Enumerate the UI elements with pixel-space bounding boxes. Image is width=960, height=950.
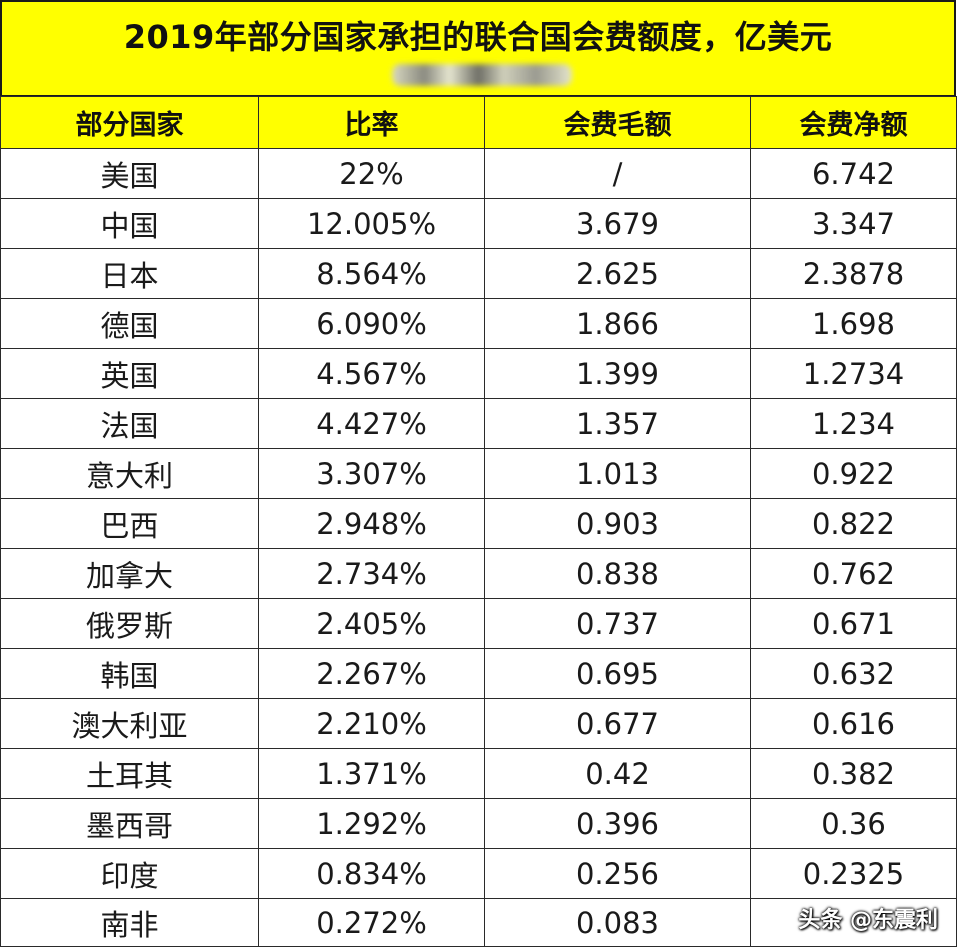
cell-country: 澳大利亚 (0, 698, 259, 749)
header-rate: 比率 (258, 96, 485, 149)
cell-country: 土耳其 (0, 748, 259, 799)
cell-country: 德国 (0, 298, 259, 349)
cell-gross: 0.838 (484, 548, 751, 599)
cell-country: 意大利 (0, 448, 259, 499)
cell-country: 中国 (0, 198, 259, 249)
cell-country: 墨西哥 (0, 798, 259, 849)
cell-net: 0.616 (750, 698, 957, 749)
cell-gross: 1.013 (484, 448, 751, 499)
cell-net: 0.382 (750, 748, 957, 799)
table-row: 法国 4.427% 1.357 1.234 (0, 398, 957, 449)
cell-net: 0.2325 (750, 848, 957, 899)
cell-gross: / (484, 148, 751, 199)
cell-gross: 0.903 (484, 498, 751, 549)
blurred-source-logo (392, 64, 572, 86)
table-row: 巴西 2.948% 0.903 0.822 (0, 498, 957, 549)
cell-rate: 1.371% (258, 748, 485, 799)
table-row: 土耳其 1.371% 0.42 0.382 (0, 748, 957, 799)
cell-country: 韩国 (0, 648, 259, 699)
cell-net: 0.632 (750, 648, 957, 699)
cell-net: 0.36 (750, 798, 957, 849)
cell-net: 1.698 (750, 298, 957, 349)
cell-country: 美国 (0, 148, 259, 199)
cell-gross: 3.679 (484, 198, 751, 249)
cell-gross: 0.083 (484, 898, 751, 947)
cell-rate: 4.427% (258, 398, 485, 449)
cell-gross: 0.42 (484, 748, 751, 799)
cell-rate: 22% (258, 148, 485, 199)
cell-gross: 0.396 (484, 798, 751, 849)
cell-net: 3.347 (750, 198, 957, 249)
cell-net: 6.742 (750, 148, 957, 199)
table-row: 南非 0.272% 0.083 (0, 898, 957, 947)
table-row: 韩国 2.267% 0.695 0.632 (0, 648, 957, 699)
cell-net: 1.2734 (750, 348, 957, 399)
cell-rate: 12.005% (258, 198, 485, 249)
cell-gross: 1.357 (484, 398, 751, 449)
cell-rate: 2.734% (258, 548, 485, 599)
cell-net (750, 898, 957, 947)
table-row: 美国 22%/6.742 (0, 148, 957, 199)
header-gross: 会费毛额 (484, 96, 751, 149)
table-row: 德国 6.090% 1.866 1.698 (0, 298, 957, 349)
table-row: 俄罗斯 2.405% 0.737 0.671 (0, 598, 957, 649)
cell-rate: 2.267% (258, 648, 485, 699)
cell-gross: 0.695 (484, 648, 751, 699)
table-row: 英国 4.567% 1.399 1.2734 (0, 348, 957, 399)
cell-rate: 2.210% (258, 698, 485, 749)
cell-country: 日本 (0, 248, 259, 299)
cell-country: 法国 (0, 398, 259, 449)
cell-country: 印度 (0, 848, 259, 899)
cell-gross: 2.625 (484, 248, 751, 299)
table-row: 墨西哥 1.292% 0.396 0.36 (0, 798, 957, 849)
cell-rate: 6.090% (258, 298, 485, 349)
cell-net: 2.3878 (750, 248, 957, 299)
cell-rate: 0.272% (258, 898, 485, 947)
table-row: 加拿大 2.734% 0.838 0.762 (0, 548, 957, 599)
cell-rate: 1.292% (258, 798, 485, 849)
cell-gross: 1.399 (484, 348, 751, 399)
table-row: 印度 0.834% 0.256 0.2325 (0, 848, 957, 899)
title-row: 2019年部分国家承担的联合国会费额度，亿美元 (0, 0, 956, 96)
header-net: 会费净额 (750, 96, 957, 149)
cell-rate: 8.564% (258, 248, 485, 299)
cell-gross: 0.737 (484, 598, 751, 649)
cell-rate: 2.405% (258, 598, 485, 649)
cell-gross: 1.866 (484, 298, 751, 349)
table-row: 日本 8.564% 2.625 2.3878 (0, 248, 957, 299)
table-row: 澳大利亚 2.210% 0.677 0.616 (0, 698, 957, 749)
table-title: 2019年部分国家承担的联合国会费额度，亿美元 (123, 18, 833, 56)
cell-net: 0.822 (750, 498, 957, 549)
header-country: 部分国家 (0, 96, 259, 149)
table-row: 中国 12.005% 3.679 3.347 (0, 198, 957, 249)
cell-net: 1.234 (750, 398, 957, 449)
cell-gross: 0.256 (484, 848, 751, 899)
cell-country: 俄罗斯 (0, 598, 259, 649)
cell-net: 0.671 (750, 598, 957, 649)
cell-rate: 2.948% (258, 498, 485, 549)
cell-country: 巴西 (0, 498, 259, 549)
cell-rate: 0.834% (258, 848, 485, 899)
cell-rate: 4.567% (258, 348, 485, 399)
watermark-text: 头条 @东震利 (798, 908, 938, 933)
header-row: 部分国家 比率 会费毛额 会费净额 (0, 96, 957, 149)
cell-country: 英国 (0, 348, 259, 399)
table-row: 意大利 3.307% 1.013 0.922 (0, 448, 957, 499)
cell-gross: 0.677 (484, 698, 751, 749)
cell-rate: 3.307% (258, 448, 485, 499)
cell-country: 南非 (0, 898, 259, 947)
cell-country: 加拿大 (0, 548, 259, 599)
cell-net: 0.922 (750, 448, 957, 499)
table-body: 美国 22%/6.742 中国 12.005% 3.679 3.347 日本 8.564%… (0, 148, 957, 947)
cell-net: 0.762 (750, 548, 957, 599)
fees-table: 部分国家 比率 会费毛额 会费净额 美国 22%/6.742 中国 12.005% 3… (0, 96, 957, 947)
